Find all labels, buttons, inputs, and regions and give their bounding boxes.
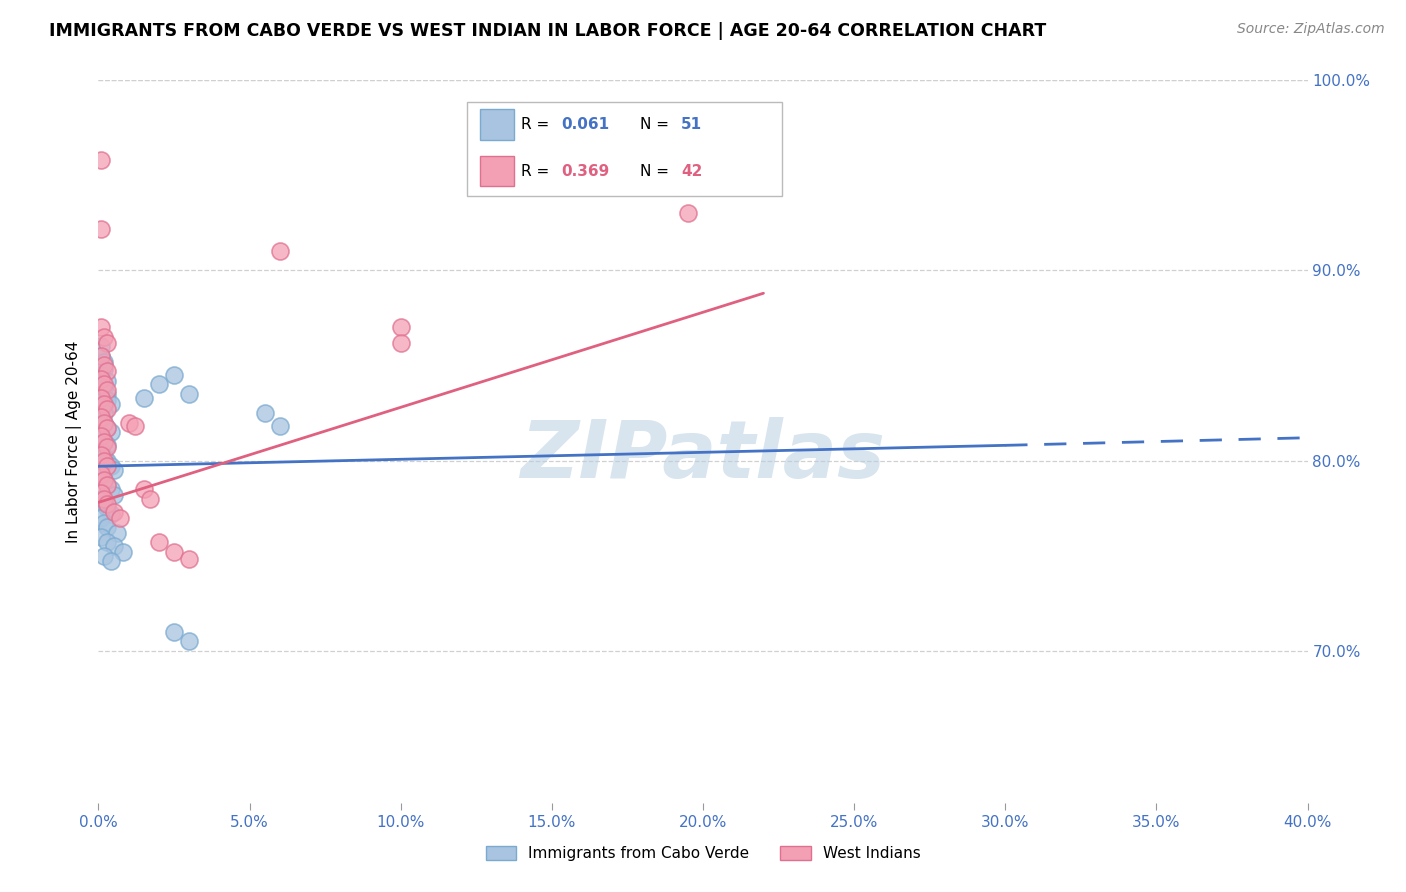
Point — [96, 438, 118, 452]
Point — [93, 516, 115, 531]
Point — [103, 463, 125, 477]
Point — [93, 396, 115, 410]
Point — [96, 392, 118, 407]
Point — [93, 434, 115, 449]
Point — [111, 545, 134, 559]
Point — [90, 467, 112, 481]
Point — [90, 349, 112, 363]
Point — [90, 444, 112, 458]
Point — [96, 459, 118, 474]
Point — [90, 448, 112, 462]
Point — [93, 381, 115, 395]
Point — [100, 482, 122, 496]
Point — [105, 525, 128, 540]
Point — [93, 416, 115, 430]
Point — [96, 501, 118, 516]
Point — [90, 431, 112, 445]
Point — [96, 335, 118, 350]
Point — [90, 391, 112, 405]
Point — [90, 349, 112, 363]
Point — [100, 459, 122, 474]
Point — [90, 320, 112, 334]
Point — [93, 362, 115, 376]
Point — [103, 539, 125, 553]
Text: IMMIGRANTS FROM CABO VERDE VS WEST INDIAN IN LABOR FORCE | AGE 20-64 CORRELATION: IMMIGRANTS FROM CABO VERDE VS WEST INDIA… — [49, 22, 1046, 40]
Point — [96, 402, 118, 417]
Y-axis label: In Labor Force | Age 20-64: In Labor Force | Age 20-64 — [66, 341, 83, 542]
Point — [676, 206, 699, 220]
Point — [90, 411, 112, 425]
Point — [93, 450, 115, 464]
Point — [389, 335, 412, 350]
Point — [93, 473, 115, 487]
Point — [269, 244, 291, 259]
Point — [90, 468, 112, 483]
Point — [90, 409, 112, 424]
Point — [90, 368, 112, 382]
Point — [90, 372, 112, 386]
Point — [389, 320, 412, 334]
Point — [90, 491, 112, 506]
Point — [96, 421, 118, 435]
Point — [90, 401, 112, 415]
Legend: Immigrants from Cabo Verde, West Indians: Immigrants from Cabo Verde, West Indians — [479, 840, 927, 867]
Point — [148, 535, 170, 549]
Point — [90, 530, 112, 544]
Text: ZIPatlas: ZIPatlas — [520, 417, 886, 495]
Point — [132, 482, 155, 496]
Point — [93, 406, 115, 420]
Point — [93, 453, 115, 467]
Point — [100, 425, 122, 439]
Point — [96, 478, 118, 492]
Point — [90, 486, 112, 500]
Point — [90, 153, 112, 168]
Point — [93, 377, 115, 392]
Point — [139, 491, 162, 506]
Point — [96, 478, 118, 492]
Point — [269, 419, 291, 434]
Point — [93, 491, 115, 506]
Point — [96, 535, 118, 549]
Point — [100, 396, 122, 410]
Point — [124, 419, 146, 434]
Point — [179, 552, 201, 566]
Point — [96, 387, 118, 401]
Point — [148, 377, 170, 392]
Point — [100, 554, 122, 568]
Point — [179, 387, 201, 401]
Point — [93, 497, 115, 511]
Point — [90, 510, 112, 524]
Point — [103, 505, 125, 519]
Point — [132, 391, 155, 405]
Point — [118, 416, 141, 430]
Point — [96, 364, 118, 378]
Point — [93, 354, 115, 368]
Point — [96, 421, 118, 435]
Point — [93, 549, 115, 563]
Point — [163, 545, 186, 559]
Point — [93, 330, 115, 344]
Point — [90, 429, 112, 443]
Point — [96, 520, 118, 534]
Point — [163, 368, 186, 382]
Point — [96, 453, 118, 467]
Point — [163, 624, 186, 639]
Point — [93, 434, 115, 449]
Point — [96, 497, 118, 511]
Text: Source: ZipAtlas.com: Source: ZipAtlas.com — [1237, 22, 1385, 37]
Point — [96, 440, 118, 454]
Point — [96, 383, 118, 397]
Point — [90, 221, 112, 235]
Point — [93, 473, 115, 487]
Point — [103, 488, 125, 502]
Point — [93, 359, 115, 373]
Point — [96, 374, 118, 388]
Point — [253, 406, 276, 420]
Point — [90, 339, 112, 353]
Point — [108, 510, 131, 524]
Point — [100, 507, 122, 521]
Point — [93, 416, 115, 430]
Point — [179, 634, 201, 648]
